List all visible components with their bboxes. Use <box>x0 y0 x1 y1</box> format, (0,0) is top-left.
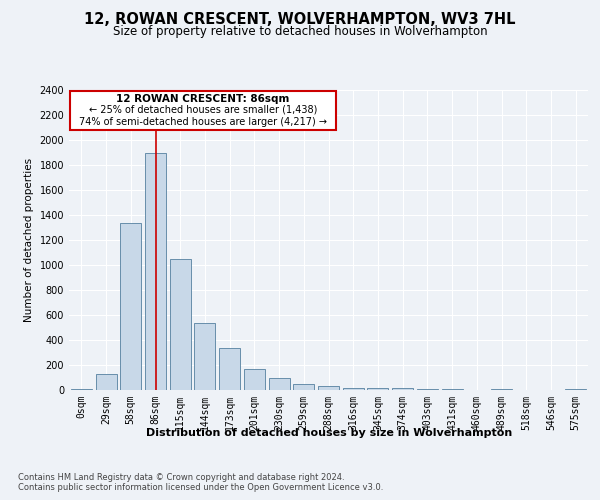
Bar <box>417 389 438 390</box>
Bar <box>244 370 265 390</box>
Text: 12, ROWAN CRESCENT, WOLVERHAMPTON, WV3 7HL: 12, ROWAN CRESCENT, WOLVERHAMPTON, WV3 7… <box>84 12 516 28</box>
Bar <box>219 348 240 390</box>
Text: Contains public sector information licensed under the Open Government Licence v3: Contains public sector information licen… <box>18 484 383 492</box>
Text: 74% of semi-detached houses are larger (4,217) →: 74% of semi-detached houses are larger (… <box>79 117 327 127</box>
Bar <box>367 388 388 390</box>
Bar <box>71 389 92 390</box>
Bar <box>318 386 339 390</box>
Bar <box>95 374 116 390</box>
Text: Contains HM Land Registry data © Crown copyright and database right 2024.: Contains HM Land Registry data © Crown c… <box>18 472 344 482</box>
Text: Distribution of detached houses by size in Wolverhampton: Distribution of detached houses by size … <box>146 428 512 438</box>
FancyBboxPatch shape <box>70 90 336 130</box>
Bar <box>145 152 166 390</box>
Text: ← 25% of detached houses are smaller (1,438): ← 25% of detached houses are smaller (1,… <box>89 104 317 115</box>
Text: Size of property relative to detached houses in Wolverhampton: Size of property relative to detached ho… <box>113 25 487 38</box>
Y-axis label: Number of detached properties: Number of detached properties <box>24 158 34 322</box>
Bar <box>194 322 215 390</box>
Bar <box>392 388 413 390</box>
Bar <box>343 388 364 390</box>
Bar <box>565 389 586 390</box>
Bar <box>269 378 290 390</box>
Bar <box>170 259 191 390</box>
Bar <box>293 384 314 390</box>
Bar <box>120 222 141 390</box>
Text: 12 ROWAN CRESCENT: 86sqm: 12 ROWAN CRESCENT: 86sqm <box>116 94 290 104</box>
